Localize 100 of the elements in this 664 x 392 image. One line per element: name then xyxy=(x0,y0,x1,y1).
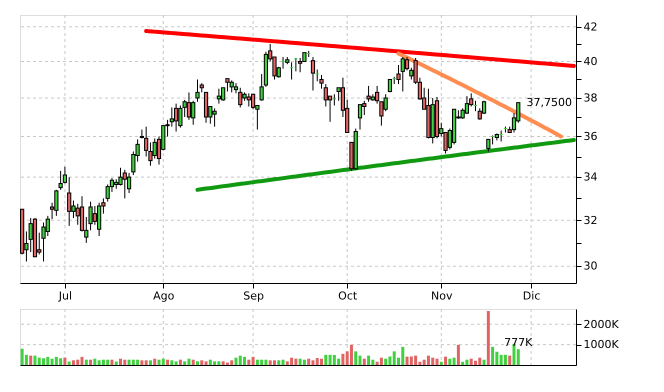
x-tick-label: Jul xyxy=(58,290,72,302)
bar xyxy=(76,360,80,365)
bar xyxy=(448,358,452,365)
bar xyxy=(238,356,242,365)
bar xyxy=(170,360,174,365)
bar xyxy=(178,360,182,365)
bar xyxy=(68,362,71,365)
bar xyxy=(371,360,374,365)
bar xyxy=(478,358,482,365)
bar xyxy=(354,351,358,365)
bar xyxy=(410,356,413,365)
candlestick xyxy=(310,56,316,92)
bar xyxy=(486,311,490,365)
y-tick-label: 34 xyxy=(584,170,598,184)
candlestick xyxy=(67,176,72,226)
bar xyxy=(256,360,259,365)
bar xyxy=(123,360,126,365)
bar xyxy=(213,361,216,365)
bar xyxy=(247,360,250,365)
bar xyxy=(362,358,366,365)
bar xyxy=(114,362,118,365)
x-tick-label: Sep xyxy=(243,290,264,302)
bar xyxy=(128,360,131,365)
candlestick xyxy=(250,94,256,110)
bar xyxy=(341,354,344,365)
bar xyxy=(422,360,426,365)
bar xyxy=(200,360,204,365)
bar xyxy=(230,360,234,365)
y-tick-label: 40 xyxy=(584,54,598,68)
bar xyxy=(187,358,190,365)
bar xyxy=(440,362,443,365)
bar xyxy=(337,358,340,365)
bar xyxy=(59,358,62,365)
data-label: 777K xyxy=(504,336,534,350)
bar xyxy=(286,361,289,365)
bar xyxy=(367,356,370,365)
candlestick xyxy=(92,205,97,226)
bar xyxy=(456,344,460,365)
candlestick xyxy=(148,142,153,166)
bar xyxy=(260,360,264,365)
bar xyxy=(282,360,285,365)
bar xyxy=(324,354,328,365)
bar xyxy=(307,358,310,365)
bar xyxy=(384,358,388,365)
bar xyxy=(89,360,92,365)
bar xyxy=(148,360,152,365)
candlestick xyxy=(366,85,371,102)
bar xyxy=(268,360,272,365)
y-tick-label: 2000K xyxy=(584,318,620,331)
bar xyxy=(196,361,199,365)
candlestick xyxy=(464,96,470,115)
line-series xyxy=(195,138,576,192)
bar xyxy=(461,362,464,365)
bar xyxy=(332,355,336,365)
x-tick-label: Dic xyxy=(522,290,540,302)
candlestick xyxy=(388,79,392,93)
bar xyxy=(294,358,298,365)
bar xyxy=(328,354,332,365)
bar xyxy=(93,358,96,365)
y-tick-label: 32 xyxy=(584,214,598,227)
bar xyxy=(243,356,246,365)
bar xyxy=(298,358,302,365)
candlestick xyxy=(114,178,118,190)
bar xyxy=(426,356,430,365)
bar xyxy=(272,360,276,365)
annotation: 37,7500 xyxy=(526,96,572,109)
bar xyxy=(153,358,156,365)
candlestick xyxy=(486,138,490,152)
bar xyxy=(504,354,507,365)
bar xyxy=(350,344,353,365)
bar xyxy=(174,361,178,365)
candlestick xyxy=(195,79,200,102)
bar xyxy=(290,358,294,365)
candlestick xyxy=(246,92,251,107)
candlestick xyxy=(260,74,264,102)
bar xyxy=(500,354,503,365)
bar xyxy=(144,360,148,365)
bar xyxy=(302,360,306,365)
bar xyxy=(376,362,379,365)
bar xyxy=(264,360,268,365)
candlestick xyxy=(230,80,234,93)
candlestick xyxy=(362,100,366,116)
bar xyxy=(217,361,220,365)
candlestick xyxy=(238,87,242,108)
y-tick-label: 36 xyxy=(584,130,598,143)
bar xyxy=(470,358,473,365)
candlestick xyxy=(186,92,192,120)
bar xyxy=(311,360,314,365)
bar xyxy=(72,360,75,365)
bar xyxy=(508,356,512,365)
bar xyxy=(414,356,418,365)
bar xyxy=(208,360,212,365)
candlestick xyxy=(41,222,46,262)
bar xyxy=(162,358,165,365)
bar xyxy=(406,356,409,365)
bar xyxy=(316,358,319,365)
bar xyxy=(54,356,58,365)
bar xyxy=(192,360,195,365)
bar xyxy=(277,360,280,365)
bar xyxy=(46,356,50,365)
